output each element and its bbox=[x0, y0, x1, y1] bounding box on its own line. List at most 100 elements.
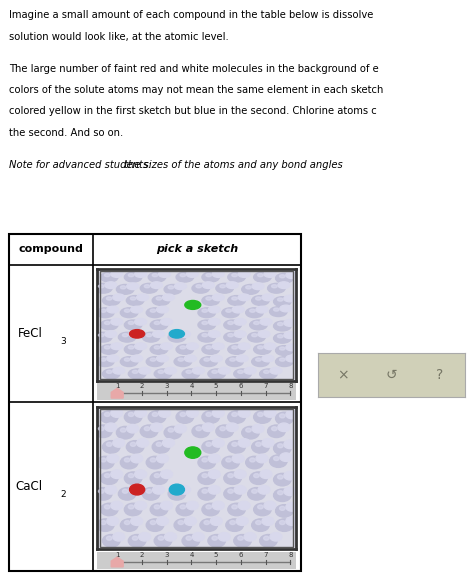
Circle shape bbox=[130, 443, 136, 447]
Circle shape bbox=[161, 501, 173, 509]
Circle shape bbox=[228, 344, 246, 354]
Text: 8: 8 bbox=[288, 383, 292, 389]
Circle shape bbox=[226, 458, 231, 462]
Circle shape bbox=[208, 319, 220, 325]
Circle shape bbox=[164, 284, 182, 294]
Circle shape bbox=[153, 331, 164, 338]
Circle shape bbox=[176, 411, 193, 424]
Circle shape bbox=[280, 507, 285, 510]
Circle shape bbox=[137, 294, 149, 301]
Circle shape bbox=[100, 358, 106, 361]
Circle shape bbox=[278, 444, 283, 448]
Circle shape bbox=[202, 411, 219, 424]
Circle shape bbox=[244, 368, 256, 374]
Circle shape bbox=[135, 470, 146, 478]
Circle shape bbox=[238, 271, 250, 278]
Circle shape bbox=[208, 306, 220, 313]
Circle shape bbox=[179, 331, 191, 338]
Circle shape bbox=[264, 536, 269, 540]
Circle shape bbox=[182, 534, 200, 547]
Circle shape bbox=[206, 413, 211, 417]
Circle shape bbox=[270, 533, 282, 541]
Circle shape bbox=[260, 470, 272, 478]
Text: Imagine a small amount of each compound in the table below is dissolve: Imagine a small amount of each compound … bbox=[9, 10, 374, 20]
Circle shape bbox=[140, 283, 158, 293]
Text: 2: 2 bbox=[140, 383, 144, 389]
Circle shape bbox=[127, 441, 144, 453]
Circle shape bbox=[139, 368, 151, 374]
Circle shape bbox=[107, 517, 119, 526]
Text: FeCl: FeCl bbox=[18, 327, 42, 340]
Circle shape bbox=[117, 426, 134, 439]
Circle shape bbox=[161, 470, 173, 478]
Circle shape bbox=[99, 334, 104, 337]
Circle shape bbox=[186, 501, 198, 509]
Circle shape bbox=[124, 411, 142, 424]
Circle shape bbox=[250, 320, 267, 330]
Circle shape bbox=[132, 536, 138, 540]
Circle shape bbox=[150, 472, 168, 485]
Circle shape bbox=[216, 425, 233, 437]
Circle shape bbox=[275, 519, 293, 531]
Circle shape bbox=[264, 370, 269, 373]
Text: 2: 2 bbox=[60, 490, 65, 499]
Circle shape bbox=[196, 284, 201, 288]
Circle shape bbox=[228, 321, 233, 324]
Circle shape bbox=[151, 282, 163, 288]
Circle shape bbox=[208, 486, 220, 494]
Circle shape bbox=[124, 344, 142, 354]
Circle shape bbox=[131, 306, 143, 313]
Circle shape bbox=[272, 427, 277, 430]
Circle shape bbox=[105, 331, 117, 338]
Circle shape bbox=[111, 409, 123, 417]
Circle shape bbox=[246, 308, 263, 317]
Circle shape bbox=[104, 505, 110, 509]
Circle shape bbox=[275, 412, 293, 425]
Circle shape bbox=[137, 439, 149, 447]
Circle shape bbox=[120, 357, 138, 366]
Circle shape bbox=[284, 332, 296, 339]
Circle shape bbox=[111, 501, 123, 509]
Text: the sizes of the atoms and any bond angles: the sizes of the atoms and any bond angl… bbox=[121, 160, 343, 170]
Circle shape bbox=[280, 305, 292, 312]
Circle shape bbox=[273, 456, 279, 460]
Circle shape bbox=[135, 319, 146, 325]
Circle shape bbox=[202, 272, 219, 282]
Circle shape bbox=[255, 443, 261, 447]
Circle shape bbox=[186, 343, 198, 350]
Circle shape bbox=[275, 505, 293, 517]
Circle shape bbox=[159, 271, 171, 278]
Circle shape bbox=[174, 357, 191, 366]
Circle shape bbox=[208, 331, 220, 338]
Circle shape bbox=[152, 413, 158, 417]
Circle shape bbox=[202, 423, 214, 432]
Circle shape bbox=[206, 273, 211, 277]
Circle shape bbox=[204, 358, 210, 361]
Circle shape bbox=[202, 489, 208, 493]
Circle shape bbox=[94, 488, 112, 500]
Circle shape bbox=[224, 472, 241, 485]
Circle shape bbox=[146, 456, 164, 469]
Circle shape bbox=[232, 306, 244, 313]
Circle shape bbox=[192, 368, 204, 374]
Circle shape bbox=[113, 294, 125, 301]
Circle shape bbox=[127, 425, 139, 433]
Circle shape bbox=[208, 534, 226, 547]
Circle shape bbox=[252, 489, 257, 493]
Circle shape bbox=[226, 423, 238, 432]
Circle shape bbox=[122, 489, 128, 493]
Circle shape bbox=[254, 272, 271, 282]
Circle shape bbox=[238, 409, 250, 417]
Circle shape bbox=[232, 454, 244, 463]
Circle shape bbox=[150, 503, 168, 516]
Circle shape bbox=[176, 344, 193, 354]
Circle shape bbox=[224, 320, 241, 330]
Circle shape bbox=[97, 519, 114, 531]
Circle shape bbox=[262, 355, 274, 362]
Circle shape bbox=[176, 272, 193, 282]
Circle shape bbox=[179, 486, 191, 494]
Circle shape bbox=[264, 409, 276, 417]
Circle shape bbox=[178, 358, 183, 361]
Circle shape bbox=[284, 440, 296, 448]
Circle shape bbox=[124, 309, 130, 312]
